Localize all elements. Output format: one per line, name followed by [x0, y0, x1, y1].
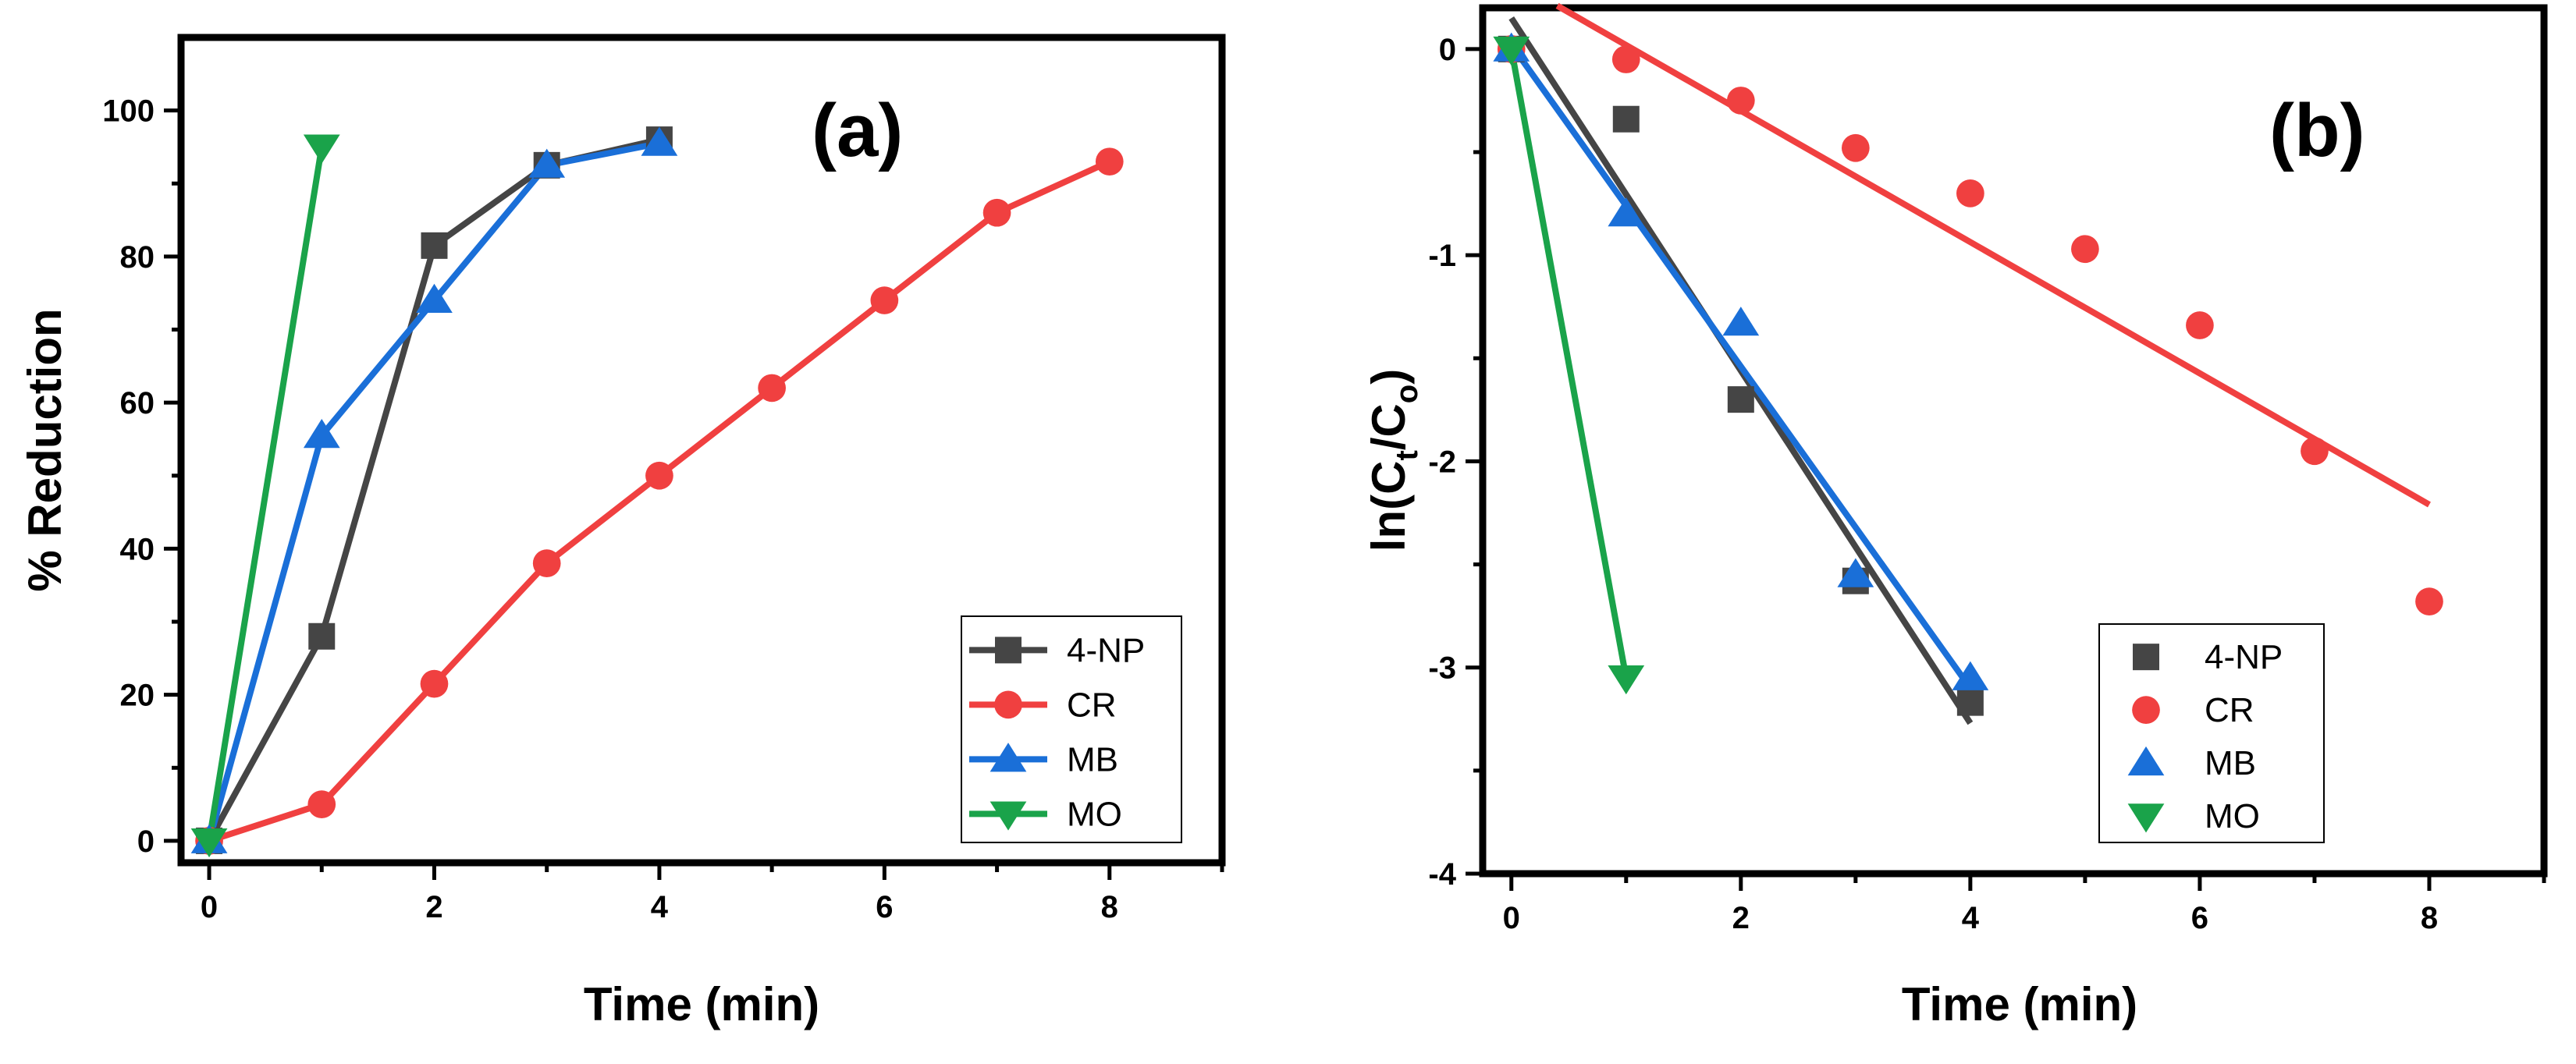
panel-b-point-mo [1493, 36, 1530, 66]
panel-b-xtick-label: 4 [1962, 901, 1980, 935]
panel-b-point-cr [1841, 133, 1870, 162]
panel-b-xtick-label: 8 [2421, 901, 2438, 935]
panel-a-xtick-label: 8 [1101, 890, 1118, 924]
panel-b-point-mb [1952, 661, 1989, 690]
panel-b-ylabel-mid: /C [1363, 403, 1415, 450]
panel-b-point-cr [2186, 311, 2214, 339]
panel-b-legend-label-mo: MO [2205, 797, 2260, 835]
panel-b-point-mb [1608, 197, 1645, 227]
panel-a-point-cr [758, 374, 786, 403]
panel-a-point-cr [420, 669, 449, 698]
panel-a-point-cr [1095, 147, 1124, 176]
panel-b-xlabel: Time (min) [1902, 978, 2137, 1030]
panel-a-point-cr [982, 198, 1011, 227]
panel-a-point-mb [528, 148, 566, 178]
panel-a-legend-label-mb: MB [1067, 740, 1118, 778]
panel-b-point-mb [1722, 307, 1760, 336]
panel-a-point-cr [307, 790, 336, 818]
panel-b: 0 2 4 6 8-4-3-2-10 (b) Time (min) ln(Ct/Co) … [1363, 2, 2548, 1030]
panel-a-label: (a) [812, 89, 903, 172]
panel-a-xtick-label: 0 [201, 890, 218, 924]
panel-a-point-mb [416, 283, 453, 313]
panel-a-ytick-label: 40 [120, 532, 155, 566]
panel-a-legend-label-cr: CR [1067, 686, 1117, 724]
panel-b-markers [1493, 32, 2443, 716]
panel-b-point-mb [1837, 558, 1874, 587]
panel-b-legend-marker-mo [2127, 803, 2165, 833]
panel-b-xtick-label: 2 [1732, 901, 1750, 935]
panel-a-ytick-label: 20 [120, 679, 155, 713]
panel-b-point-cr [2301, 437, 2329, 466]
panel-b-ytick-label: -1 [1428, 239, 1456, 273]
panel-b-ytick-label: -2 [1428, 445, 1456, 479]
panel-b-point-cr [1956, 179, 1984, 207]
panel-a-point-mo [303, 134, 340, 164]
panel-a-markers [190, 126, 1124, 858]
panel-b-ytick-label: -4 [1428, 857, 1456, 892]
panel-a-point-cr [645, 461, 673, 490]
panel-b-ticks: 0 2 4 6 8 -4 -3 -2 -1 0 [1428, 33, 2546, 935]
panel-b-line-mo [1508, 48, 1629, 679]
panel-b-point-4np [1956, 689, 1984, 716]
panel-a-point-mb [303, 419, 340, 449]
panel-b-ylabel-main: ln(C [1363, 461, 1415, 552]
panel-a-legend-marker-cr [994, 690, 1022, 719]
panel-b-point-cr [1726, 87, 1755, 115]
panel-b-lines [1508, 2, 2431, 725]
panel-b-ylabel-end: ) [1363, 369, 1415, 385]
panel-a-point-cr [532, 549, 561, 577]
panel-a-xtick-label: 2 [425, 890, 442, 924]
panel-b-point-cr [1611, 45, 1640, 73]
panel-b-point-mo [1608, 665, 1645, 695]
panel-a-legend: 4-NP CR MB MO [961, 615, 1182, 843]
panel-b-ylabel-sub2: o [1390, 385, 1424, 403]
panel-a-legend-marker-4np [995, 637, 1022, 664]
panel-b-legend-label-mb: MB [2205, 744, 2256, 782]
panel-b-legend-label-4np: 4-NP [2205, 638, 2283, 676]
panel-a-legend-marker-mb [990, 743, 1027, 772]
panel-a-legend-label-mo: MO [1067, 795, 1122, 833]
panel-a-ytick-label: 100 [102, 94, 155, 129]
panel-a-legend-marker-mo [990, 801, 1027, 831]
panel-a-line-mo [206, 146, 325, 842]
panel-b-xtick-label: 0 [1503, 901, 1520, 935]
panel-b-legend-marker-4np [2133, 644, 2159, 671]
panel-a-point-cr [870, 286, 899, 314]
panel-b-legend-label-cr: CR [2205, 691, 2254, 729]
panel-b-xtick-label: 6 [2191, 901, 2208, 935]
panel-a-frame [177, 34, 1226, 867]
panel-b-legend: 4-NP CR MB MO [2098, 623, 2325, 843]
panel-a-xtick-label: 6 [876, 890, 893, 924]
panel-b-point-4np [1727, 386, 1754, 413]
panel-b-line-mb [1508, 43, 1974, 690]
panel-b-ytick-label: 0 [1439, 33, 1456, 67]
panel-a-legend-label-4np: 4-NP [1067, 631, 1145, 669]
panel-a-xtick-label: 4 [651, 890, 669, 924]
panel-b-label: (b) [2269, 89, 2365, 172]
panel-b-frame [1479, 4, 2548, 878]
panel-b-point-cr [2415, 587, 2443, 615]
panel-a-point-4np [421, 232, 448, 259]
panel-b-ylabel: ln(Ct/Co) [1363, 369, 1424, 552]
panel-a-ytick-label: 80 [120, 240, 155, 275]
panel-b-point-cr [2071, 235, 2099, 264]
panel-a-xlabel: Time (min) [584, 978, 819, 1030]
panel-a-point-mo [190, 828, 228, 858]
panel-b-legend-marker-cr [2132, 696, 2160, 725]
panel-b-ylabel-sub1: t [1390, 450, 1424, 460]
panel-a-point-4np [308, 622, 336, 650]
panel-a-ytick-label: 0 [137, 825, 155, 859]
panel-b-legend-marker-mb [2127, 746, 2165, 776]
panel-a-point-mb [641, 126, 678, 156]
panel-b-point-4np [1612, 105, 1640, 133]
panel-b-line-cr [1555, 2, 2431, 508]
panel-a-ylabel: % Reduction [19, 308, 71, 591]
panel-b-ytick-label: -3 [1428, 651, 1456, 686]
panel-a-ytick-label: 60 [120, 386, 155, 420]
